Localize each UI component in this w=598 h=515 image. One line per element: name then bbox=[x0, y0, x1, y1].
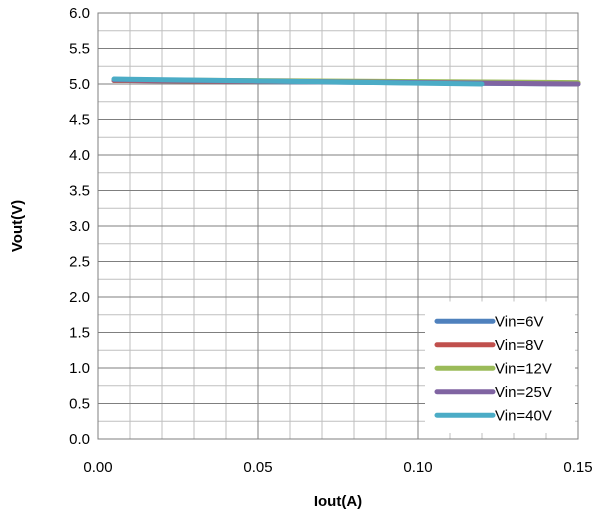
x-axis-title: Iout(A) bbox=[314, 493, 362, 510]
y-tick-label: 3.0 bbox=[69, 218, 90, 235]
plot-area-border bbox=[97, 12, 579, 440]
y-axis-tick-labels: 0.0 0.5 1.0 1.5 2.0 2.5 3.0 3.5 4.0 4.5 5.0 5.5 6.0 bbox=[69, 5, 90, 448]
legend-label: Vin=12V bbox=[495, 360, 552, 377]
x-tick-label: 0.15 bbox=[563, 459, 592, 476]
series-line-vin-40v bbox=[111, 76, 485, 87]
y-tick-label: 1.0 bbox=[69, 360, 90, 377]
y-tick-label: 4.0 bbox=[69, 147, 90, 164]
legend-label: Vin=25V bbox=[495, 384, 552, 401]
x-tick-label: 0.10 bbox=[403, 459, 432, 476]
y-tick-label: 2.5 bbox=[69, 254, 90, 271]
y-tick-label: 6.0 bbox=[69, 5, 90, 22]
y-tick-label: 5.0 bbox=[69, 76, 90, 93]
x-axis-tick-labels: 0.00 0.05 0.10 0.15 bbox=[83, 459, 592, 476]
legend-label: Vin=6V bbox=[495, 313, 544, 330]
y-axis-title: Vout(V) bbox=[9, 200, 26, 252]
y-tick-label: 1.5 bbox=[69, 325, 90, 342]
legend-label: Vin=40V bbox=[495, 407, 552, 424]
y-tick-label: 4.5 bbox=[69, 112, 90, 129]
legend: Vin=6V Vin=8V Vin=12V Vin=25V Vin=40V bbox=[425, 301, 575, 433]
x-tick-label: 0.05 bbox=[243, 459, 272, 476]
series-lines bbox=[111, 76, 581, 87]
y-tick-label: 2.0 bbox=[69, 289, 90, 306]
y-tick-label: 0.5 bbox=[69, 396, 90, 413]
y-tick-label: 0.0 bbox=[69, 431, 90, 448]
x-tick-label: 0.00 bbox=[83, 459, 112, 476]
y-tick-label: 3.5 bbox=[69, 183, 90, 200]
y-tick-label: 5.5 bbox=[69, 41, 90, 58]
legend-label: Vin=8V bbox=[495, 337, 544, 354]
